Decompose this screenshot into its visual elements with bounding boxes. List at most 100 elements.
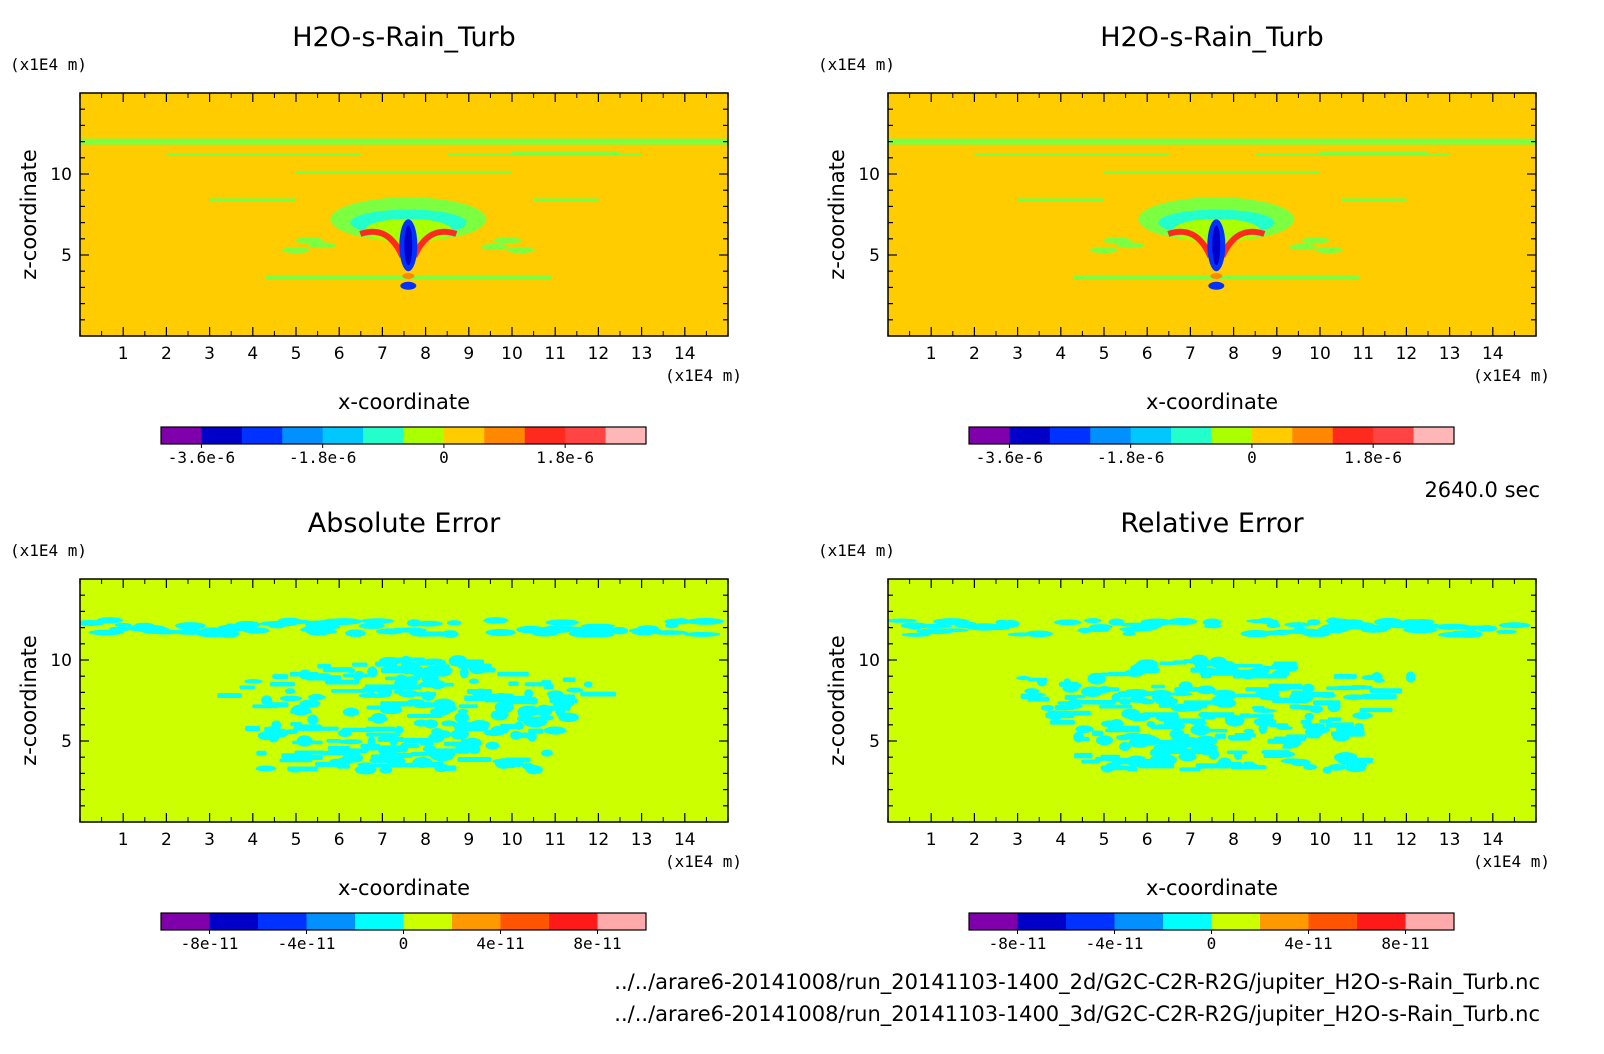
x-tick-label: 7 — [1185, 830, 1196, 850]
error-patch — [1130, 665, 1139, 673]
x-tick-label: 13 — [1439, 344, 1461, 364]
x-tick-label: 3 — [1012, 344, 1023, 364]
error-speck — [428, 631, 449, 637]
colorbar-swatch — [1251, 427, 1293, 444]
y-tick-label: 10 — [50, 651, 72, 671]
plume-core-inner — [404, 225, 413, 266]
error-patch — [1327, 700, 1341, 713]
band-streak — [533, 198, 599, 202]
x-tick-label: 7 — [377, 830, 388, 850]
error-stroke — [1192, 728, 1228, 733]
error-stroke — [371, 745, 404, 750]
plot-area — [80, 579, 728, 822]
error-speck — [446, 620, 462, 626]
error-patch — [1240, 672, 1255, 680]
colorbar-label: 0 — [1247, 448, 1257, 467]
error-stroke — [1291, 690, 1312, 696]
error-stroke — [504, 757, 531, 763]
error-patch — [398, 690, 420, 698]
x-axis-label: x-coordinate — [1146, 876, 1278, 900]
error-stroke — [297, 754, 323, 760]
colorbar-swatch — [1413, 427, 1455, 444]
x-tick-label: 7 — [1185, 344, 1196, 364]
error-stroke — [294, 750, 325, 755]
error-stroke — [1246, 714, 1274, 718]
error-patch — [539, 715, 554, 721]
colorbar-label: -4e-11 — [278, 934, 336, 953]
band-streak — [166, 153, 361, 157]
error-stroke — [1333, 674, 1357, 679]
colorbar-swatch — [597, 913, 647, 930]
error-speck — [1460, 625, 1487, 631]
error-stroke — [484, 697, 507, 703]
error-speck — [1321, 623, 1359, 631]
error-stroke — [1020, 693, 1042, 700]
error-stroke — [252, 704, 279, 709]
side-eddy — [480, 243, 509, 250]
band-streak — [447, 153, 642, 157]
error-stroke — [1100, 754, 1121, 760]
error-stroke — [1273, 661, 1297, 667]
colorbar-label: 1.8e-6 — [1344, 448, 1402, 467]
error-patch — [422, 745, 437, 753]
x-tick-label: 14 — [1482, 344, 1504, 364]
error-speck — [1360, 628, 1388, 633]
error-stroke — [406, 713, 443, 719]
colorbar-label: -1.8e-6 — [289, 448, 356, 467]
error-patch — [352, 671, 363, 681]
error-stroke — [399, 754, 413, 758]
error-stroke — [392, 657, 426, 662]
error-patch — [1253, 708, 1277, 713]
colorbar-label: 4e-11 — [476, 934, 524, 953]
error-stroke — [443, 765, 457, 771]
side-eddy — [1102, 237, 1131, 244]
error-stroke — [1105, 728, 1141, 733]
colorbar-swatch — [1357, 913, 1406, 930]
colorbar-swatch — [1308, 913, 1358, 930]
x-tick-label: 3 — [204, 344, 215, 364]
y-unit-label: (x1E4 m) — [10, 541, 87, 560]
error-stroke — [327, 745, 351, 751]
colorbar-swatch — [1260, 913, 1309, 930]
error-patch — [1097, 685, 1112, 694]
chart-panel-2: Absolute Error(x1E4 m)1 2 3 4 5 6 7 8 9 10 11 12 13 1… — [10, 508, 742, 953]
colorbar-swatch — [1114, 913, 1164, 930]
chart-panel-3: Relative Error(x1E4 m)1 2 3 4 5 6 7 8 9 10 11 12 13 1… — [818, 508, 1550, 953]
error-patch — [429, 707, 451, 716]
error-stroke — [346, 748, 369, 753]
error-speck — [1119, 626, 1154, 632]
error-patch — [1343, 694, 1365, 701]
x-unit-label: (x1E4 m) — [1473, 366, 1550, 385]
colorbar-frame — [160, 426, 647, 445]
error-patch — [450, 729, 469, 740]
error-stroke — [264, 726, 279, 732]
error-speck — [1342, 619, 1364, 625]
error-stroke — [269, 682, 296, 687]
error-patch — [370, 712, 387, 724]
error-stroke — [1148, 763, 1161, 768]
error-patch — [394, 726, 404, 735]
error-speck — [1001, 619, 1020, 628]
x-axis-label: x-coordinate — [338, 876, 470, 900]
error-stroke — [217, 693, 242, 699]
error-patch — [469, 720, 490, 729]
colorbar-swatch — [355, 913, 404, 930]
x-tick-label: 5 — [1099, 830, 1110, 850]
error-patch — [338, 739, 363, 745]
y-tick-label: 5 — [869, 246, 880, 266]
colorbar-swatch — [1009, 427, 1051, 444]
error-stroke — [1049, 719, 1075, 725]
error-stroke — [1081, 700, 1116, 705]
error-stroke — [322, 667, 353, 673]
error-patch — [454, 712, 470, 724]
y-tick-label: 10 — [858, 165, 880, 185]
error-patch — [358, 693, 381, 698]
x-tick-label: 11 — [1352, 344, 1374, 364]
side-eddy — [307, 242, 336, 249]
error-stroke — [1100, 765, 1137, 771]
error-patch — [1309, 705, 1324, 714]
colorbar-swatch — [209, 913, 259, 930]
file-path-2d: ../../arare6-20141008/run_20141103-1400_… — [614, 970, 1540, 995]
x-tick-label: 13 — [1439, 830, 1461, 850]
upper-band — [80, 138, 728, 145]
